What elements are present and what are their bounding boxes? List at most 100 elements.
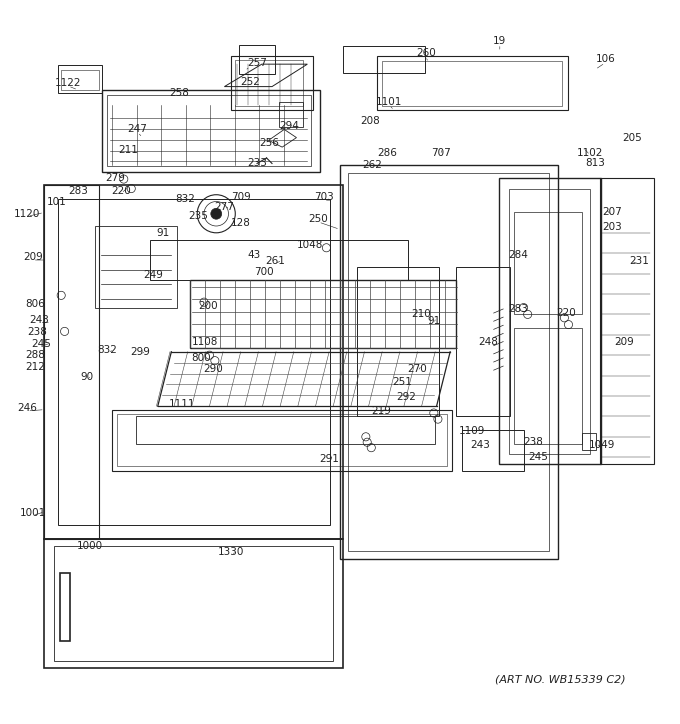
Bar [499,178,601,464]
Text: 238: 238 [523,437,543,447]
Text: 270: 270 [407,363,428,374]
Text: 91: 91 [427,316,441,327]
Text: 1001: 1001 [20,508,46,518]
Bar [107,96,311,167]
Text: 1330: 1330 [218,547,244,557]
Bar [382,61,562,106]
Text: 243: 243 [470,440,490,450]
Text: 294: 294 [279,121,300,131]
Text: 209: 209 [614,337,634,347]
Bar [136,416,435,444]
Text: (ART NO. WB15339 C2): (ART NO. WB15339 C2) [495,675,626,685]
Bar [357,267,439,416]
Bar [102,90,320,172]
Text: 262: 262 [362,160,383,170]
Text: 291: 291 [319,453,339,463]
Text: 1102: 1102 [577,148,603,158]
Bar [44,539,343,668]
Text: 245: 245 [528,452,549,462]
Text: 251: 251 [392,377,413,387]
Text: 19: 19 [493,36,507,46]
Text: 238: 238 [27,327,48,337]
Text: 43: 43 [248,250,261,260]
Bar [58,199,330,525]
Bar [190,280,456,348]
Text: 832: 832 [175,194,195,203]
Text: 258: 258 [169,88,190,98]
Bar [348,173,549,551]
Bar [462,430,524,471]
Bar [514,212,582,314]
Text: 233: 233 [247,159,267,169]
Bar [150,240,408,280]
Text: 1048: 1048 [297,240,323,250]
Bar [44,185,343,539]
Text: 1109: 1109 [459,426,485,437]
Text: 231: 231 [629,256,649,266]
Text: 1111: 1111 [169,399,195,409]
Text: 290: 290 [203,363,224,374]
Text: 279: 279 [105,174,126,183]
Text: 1101: 1101 [376,97,402,107]
Text: 299: 299 [130,347,150,357]
Bar [239,45,275,74]
Text: 248: 248 [478,337,498,347]
Text: 250: 250 [308,214,328,224]
Text: 283: 283 [508,304,528,314]
Text: 249: 249 [143,270,164,280]
Text: 288: 288 [25,350,46,361]
Text: 252: 252 [240,77,260,87]
Text: 261: 261 [265,256,285,266]
Text: 707: 707 [430,148,451,158]
Text: 209: 209 [22,252,43,261]
Text: 286: 286 [377,148,398,158]
Text: 800: 800 [192,353,211,363]
Text: 90: 90 [80,372,94,382]
Text: 91: 91 [156,228,170,237]
Text: 1049: 1049 [590,440,615,450]
Text: 806: 806 [25,299,46,309]
Bar [44,185,99,539]
Bar [582,434,596,450]
Bar [112,410,452,471]
Bar [514,328,582,444]
Text: 247: 247 [127,125,148,135]
Bar [95,226,177,308]
Text: 210: 210 [411,309,432,319]
Text: 700: 700 [254,267,273,277]
Text: 283: 283 [68,185,88,195]
Text: 128: 128 [231,218,251,227]
Bar [343,46,425,73]
Text: 813: 813 [585,159,606,169]
Text: 1120: 1120 [14,209,40,219]
Bar [231,56,313,110]
Bar [340,165,558,559]
Text: 200: 200 [199,301,218,311]
Text: 260: 260 [415,48,436,58]
Bar [509,188,590,454]
Text: 257: 257 [247,58,267,68]
Text: 245: 245 [31,339,51,349]
Bar [117,414,447,466]
Bar [235,60,303,106]
Text: 212: 212 [25,363,46,372]
Text: 220: 220 [556,308,576,318]
Bar [58,65,102,93]
Text: 277: 277 [214,202,235,212]
Bar [279,101,303,127]
Text: 832: 832 [97,345,118,355]
Text: 243: 243 [29,315,50,325]
Bar [456,267,510,416]
Text: 292: 292 [396,392,417,403]
Text: 101: 101 [46,197,67,207]
Text: 1122: 1122 [55,78,81,88]
Text: 203: 203 [602,222,622,232]
Text: 219: 219 [371,406,391,416]
Bar [60,573,70,641]
Text: 220: 220 [111,185,131,195]
Text: 1108: 1108 [192,337,218,347]
Text: 208: 208 [360,116,380,125]
Text: 207: 207 [602,207,622,217]
Bar [377,56,568,110]
Bar [54,546,333,661]
